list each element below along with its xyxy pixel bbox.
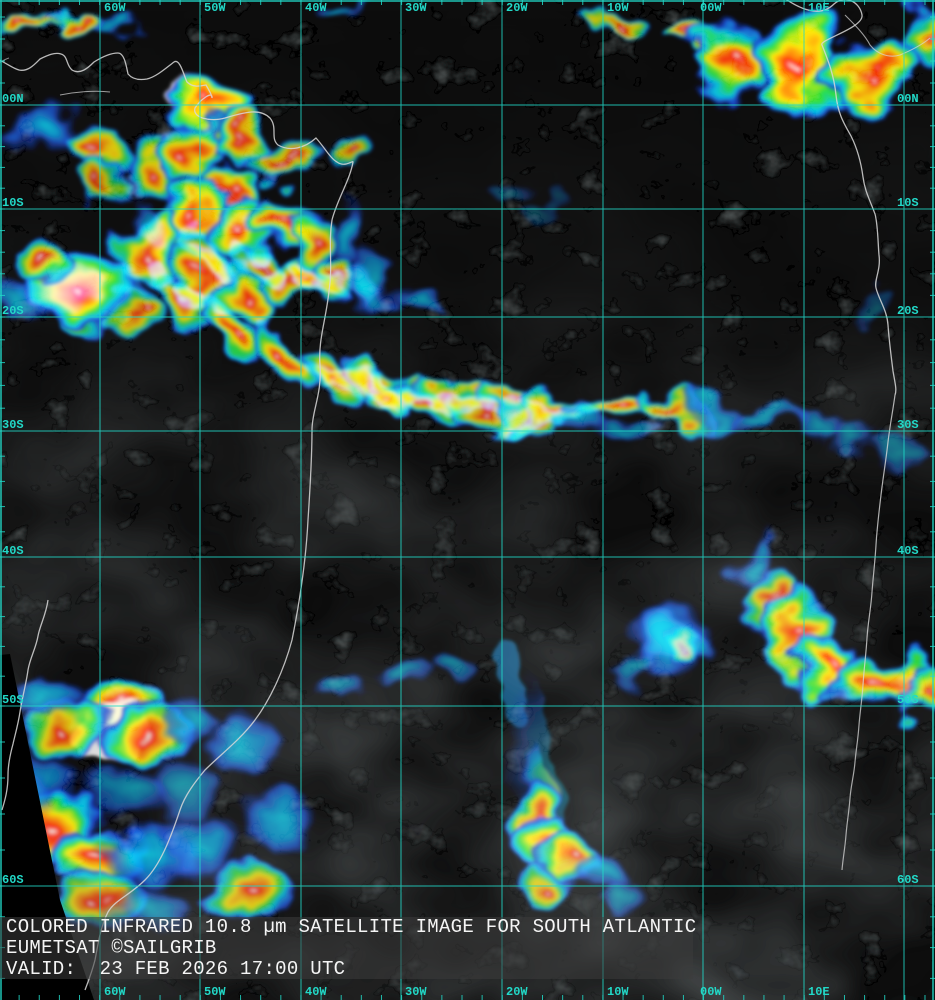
svg-text:10W: 10W xyxy=(607,1,629,15)
svg-text:40W: 40W xyxy=(305,985,327,999)
svg-text:10E: 10E xyxy=(808,985,830,999)
svg-text:50W: 50W xyxy=(204,985,226,999)
svg-text:40W: 40W xyxy=(305,1,327,15)
svg-text:10W: 10W xyxy=(607,985,629,999)
svg-text:10S: 10S xyxy=(897,196,919,210)
svg-text:30W: 30W xyxy=(405,1,427,15)
svg-text:50S: 50S xyxy=(2,693,24,707)
svg-text:20W: 20W xyxy=(506,985,528,999)
svg-text:00W: 00W xyxy=(700,985,722,999)
svg-text:60W: 60W xyxy=(104,985,126,999)
svg-text:20S: 20S xyxy=(897,304,919,318)
svg-text:50S: 50S xyxy=(897,693,919,707)
svg-text:20S: 20S xyxy=(2,304,24,318)
svg-text:60W: 60W xyxy=(104,1,126,15)
svg-text:60S: 60S xyxy=(897,873,919,887)
svg-text:00W: 00W xyxy=(700,1,722,15)
svg-text:00N: 00N xyxy=(2,92,24,106)
svg-text:20W: 20W xyxy=(506,1,528,15)
svg-text:40S: 40S xyxy=(2,544,24,558)
svg-text:50W: 50W xyxy=(204,1,226,15)
svg-text:10S: 10S xyxy=(2,196,24,210)
svg-text:00N: 00N xyxy=(897,92,919,106)
svg-text:30S: 30S xyxy=(2,418,24,432)
svg-text:40S: 40S xyxy=(897,544,919,558)
svg-text:30S: 30S xyxy=(897,418,919,432)
svg-text:10E: 10E xyxy=(808,1,830,15)
svg-text:30W: 30W xyxy=(405,985,427,999)
svg-text:60S: 60S xyxy=(2,873,24,887)
